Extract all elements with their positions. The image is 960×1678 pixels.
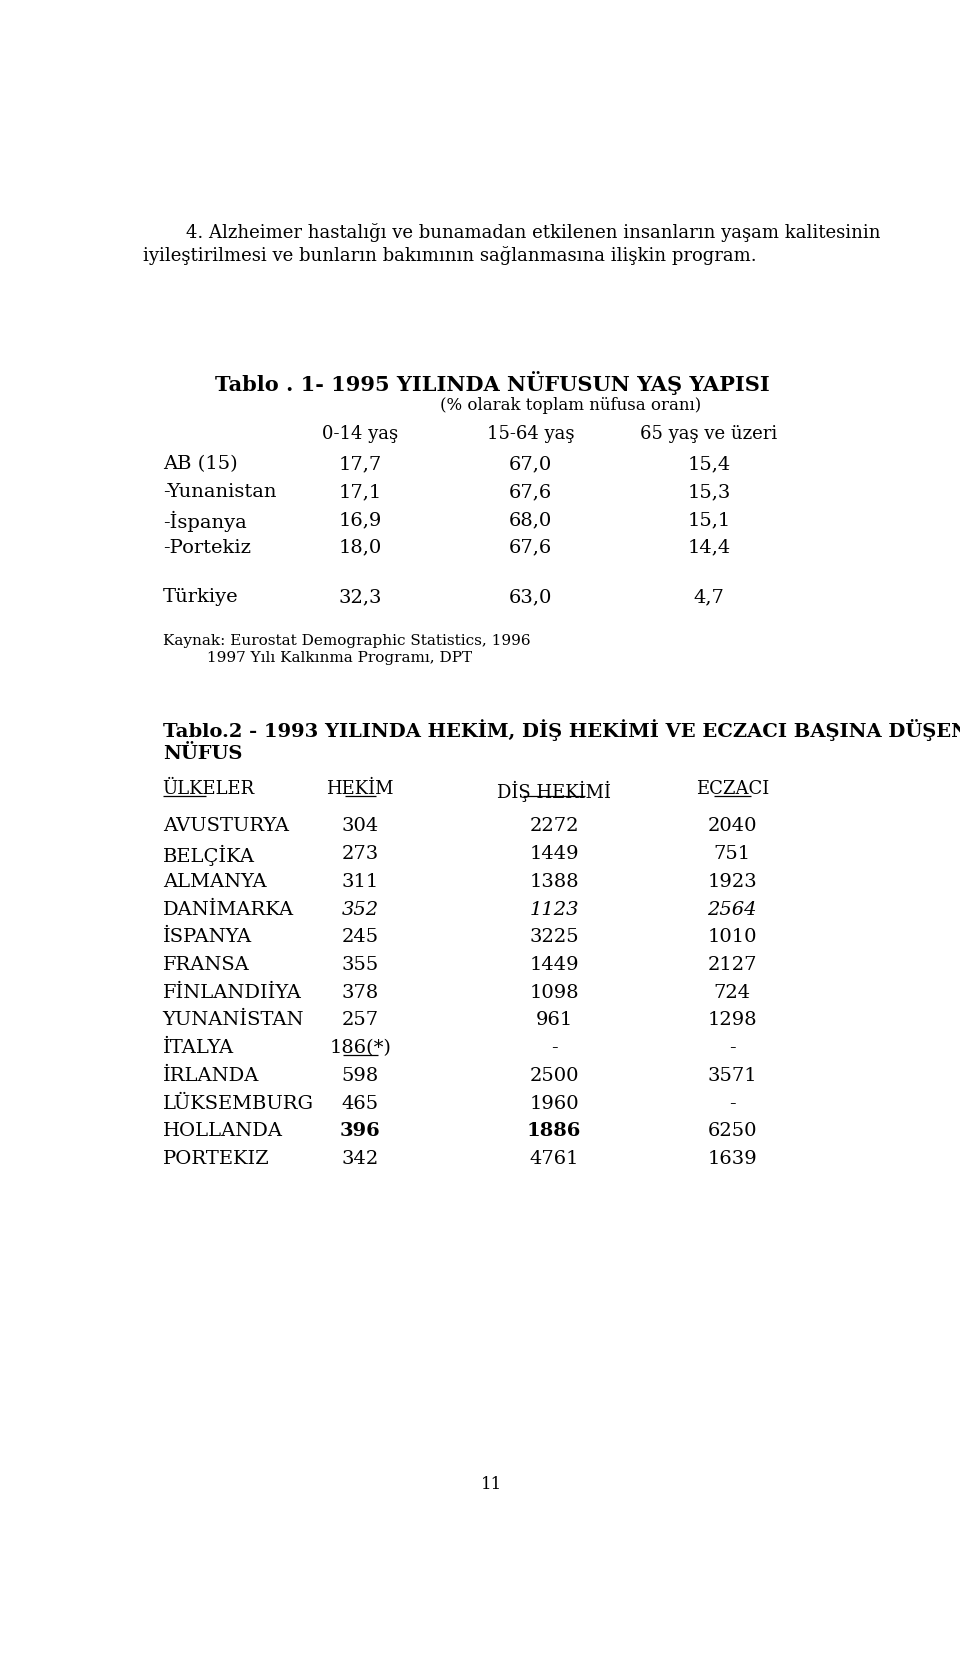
Text: İRLANDA: İRLANDA [162, 1067, 259, 1086]
Text: 257: 257 [342, 1012, 379, 1029]
Text: 2040: 2040 [708, 817, 757, 836]
Text: 396: 396 [340, 1123, 380, 1141]
Text: BELÇİKA: BELÇİKA [162, 846, 254, 866]
Text: 1010: 1010 [708, 928, 757, 946]
Text: DANİMARKA: DANİMARKA [162, 901, 294, 918]
Text: PORTEKIZ: PORTEKIZ [162, 1149, 269, 1168]
Text: 11: 11 [481, 1475, 503, 1493]
Text: 15,1: 15,1 [687, 510, 731, 529]
Text: 245: 245 [342, 928, 379, 946]
Text: 14,4: 14,4 [687, 539, 731, 557]
Text: 1639: 1639 [708, 1149, 757, 1168]
Text: Kaynak: Eurostat Demographic Statistics, 1996: Kaynak: Eurostat Demographic Statistics,… [162, 634, 530, 648]
Text: 1098: 1098 [529, 983, 579, 1002]
Text: İSPANYA: İSPANYA [162, 928, 252, 946]
Text: 311: 311 [342, 873, 379, 891]
Text: 1449: 1449 [529, 956, 579, 973]
Text: HOLLANDA: HOLLANDA [162, 1123, 282, 1141]
Text: Türkiye: Türkiye [162, 587, 238, 606]
Text: 1298: 1298 [708, 1012, 757, 1029]
Text: 2564: 2564 [708, 901, 757, 918]
Text: (% olarak toplam nüfusa oranı): (% olarak toplam nüfusa oranı) [440, 398, 701, 414]
Text: DİŞ HEKİMİ: DİŞ HEKİMİ [497, 780, 611, 802]
Text: 1997 Yılı Kalkınma Programı, DPT: 1997 Yılı Kalkınma Programı, DPT [162, 651, 471, 664]
Text: 465: 465 [342, 1094, 379, 1113]
Text: AVUSTURYA: AVUSTURYA [162, 817, 289, 836]
Text: 16,9: 16,9 [339, 510, 382, 529]
Text: İTALYA: İTALYA [162, 1039, 233, 1057]
Text: Tablo . 1- 1995 YILINDA NÜFUSUN YAŞ YAPISI: Tablo . 1- 1995 YILINDA NÜFUSUN YAŞ YAPI… [215, 371, 769, 394]
Text: 186(*): 186(*) [329, 1039, 391, 1057]
Text: 2500: 2500 [529, 1067, 579, 1086]
Text: ECZACI: ECZACI [696, 780, 769, 799]
Text: -: - [729, 1094, 735, 1113]
Text: 352: 352 [342, 901, 379, 918]
Text: 304: 304 [342, 817, 379, 836]
Text: 3225: 3225 [529, 928, 579, 946]
Text: 17,7: 17,7 [339, 455, 382, 473]
Text: 6250: 6250 [708, 1123, 757, 1141]
Text: FRANSA: FRANSA [162, 956, 250, 973]
Text: NÜFUS: NÜFUS [162, 745, 242, 763]
Text: -Portekiz: -Portekiz [162, 539, 251, 557]
Text: 67,6: 67,6 [509, 539, 552, 557]
Text: 1449: 1449 [529, 846, 579, 862]
Text: 961: 961 [536, 1012, 572, 1029]
Text: 378: 378 [342, 983, 379, 1002]
Text: 15-64 yaş: 15-64 yaş [487, 425, 574, 443]
Text: LÜKSEMBURG: LÜKSEMBURG [162, 1094, 314, 1113]
Text: 17,1: 17,1 [339, 483, 382, 502]
Text: 15,3: 15,3 [687, 483, 731, 502]
Text: 1388: 1388 [529, 873, 579, 891]
Text: 3571: 3571 [708, 1067, 757, 1086]
Text: 342: 342 [342, 1149, 379, 1168]
Text: 4. Alzheimer hastalığı ve bunamadan etkilenen insanların yaşam kalitesinin: 4. Alzheimer hastalığı ve bunamadan etki… [162, 223, 880, 242]
Text: 4,7: 4,7 [693, 587, 725, 606]
Text: 68,0: 68,0 [509, 510, 552, 529]
Text: 4761: 4761 [529, 1149, 579, 1168]
Text: 355: 355 [342, 956, 379, 973]
Text: ALMANYA: ALMANYA [162, 873, 266, 891]
Text: -: - [551, 1039, 558, 1057]
Text: -İspanya: -İspanya [162, 510, 247, 532]
Text: 67,6: 67,6 [509, 483, 552, 502]
Text: -: - [729, 1039, 735, 1057]
Text: YUNANİSTAN: YUNANİSTAN [162, 1012, 304, 1029]
Text: 1123: 1123 [529, 901, 579, 918]
Text: ÜLKELER: ÜLKELER [162, 780, 254, 799]
Text: 273: 273 [342, 846, 379, 862]
Text: 1923: 1923 [708, 873, 757, 891]
Text: 1886: 1886 [527, 1123, 581, 1141]
Text: -Yunanistan: -Yunanistan [162, 483, 276, 502]
Text: FİNLANDIİYA: FİNLANDIİYA [162, 983, 301, 1002]
Text: 65 yaş ve üzeri: 65 yaş ve üzeri [640, 425, 778, 443]
Text: 751: 751 [713, 846, 751, 862]
Text: 32,3: 32,3 [339, 587, 382, 606]
Text: 598: 598 [342, 1067, 379, 1086]
Text: 2272: 2272 [529, 817, 579, 836]
Text: 15,4: 15,4 [687, 455, 731, 473]
Text: 67,0: 67,0 [509, 455, 552, 473]
Text: 1960: 1960 [529, 1094, 579, 1113]
Text: 724: 724 [713, 983, 751, 1002]
Text: 63,0: 63,0 [509, 587, 552, 606]
Text: 0-14 yaş: 0-14 yaş [323, 425, 398, 443]
Text: AB (15): AB (15) [162, 455, 237, 473]
Text: 2127: 2127 [708, 956, 757, 973]
Text: HEKİM: HEKİM [326, 780, 394, 799]
Text: iyileştirilmesi ve bunların bakımının sağlanmasına ilişkin program.: iyileştirilmesi ve bunların bakımının sa… [143, 247, 756, 265]
Text: Tablo.2 - 1993 YILINDA HEKİM, DİŞ HEKİMİ VE ECZACI BAŞINA DÜŞEN: Tablo.2 - 1993 YILINDA HEKİM, DİŞ HEKİMİ… [162, 718, 960, 740]
Text: 18,0: 18,0 [339, 539, 382, 557]
